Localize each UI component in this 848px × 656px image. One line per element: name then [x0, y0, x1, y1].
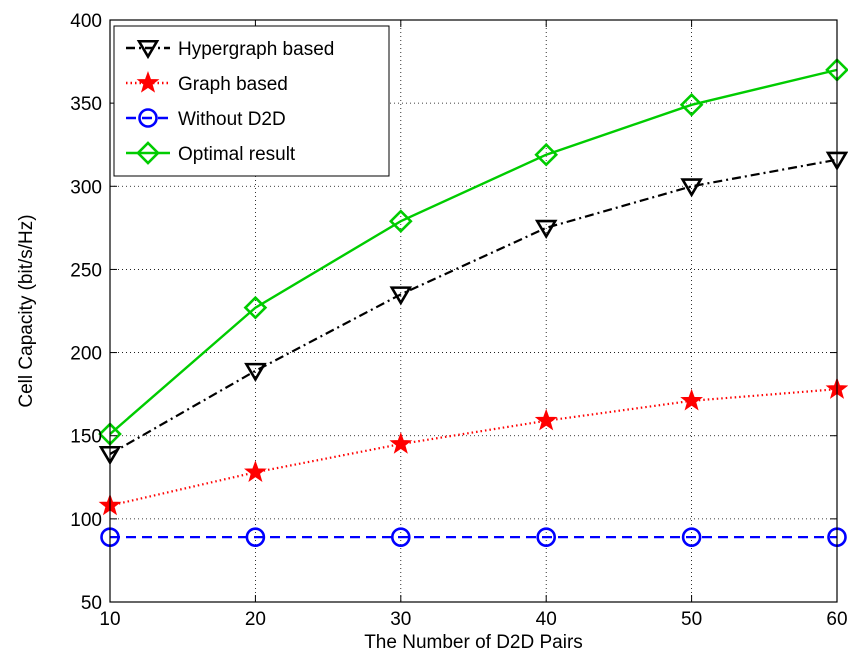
data-point [534, 408, 558, 431]
data-point [389, 286, 413, 306]
y-tick-label: 350 [70, 94, 102, 115]
plot-frame [109, 19, 838, 603]
data-point [680, 388, 703, 411]
legend-item: Hypergraph based [126, 39, 334, 60]
series-line [109, 388, 838, 507]
y-tick-label: 150 [70, 427, 102, 448]
x-tick-label: 30 [390, 609, 411, 630]
series-line [109, 68, 838, 435]
x-tick-label: 50 [681, 609, 702, 630]
legend-item: Optimal result [126, 141, 296, 165]
x-tick-label: 60 [826, 609, 847, 630]
y-tick-label: 250 [70, 260, 102, 281]
series-2 [100, 527, 847, 547]
data-point [390, 527, 411, 547]
data-point [243, 295, 268, 320]
y-tick-label: 400 [70, 11, 102, 32]
data-point [536, 527, 557, 547]
y-axis-label: Cell Capacity (bit/s/Hz) [16, 214, 37, 407]
legend-item: Without D2D [126, 108, 286, 130]
data-point [680, 178, 703, 198]
data-point [245, 527, 266, 547]
y-tick-label: 100 [70, 510, 102, 531]
x-axis-label: The Number of D2D Pairs [364, 632, 583, 653]
x-tick-label: 10 [99, 609, 120, 630]
series-line [109, 158, 838, 455]
y-tick-label: 300 [70, 177, 102, 198]
data-point [534, 142, 559, 167]
legend-marker [138, 108, 158, 128]
legend-label: Hypergraph based [178, 39, 334, 60]
data-point [534, 219, 558, 239]
data-point [244, 362, 267, 382]
legend-label: Optimal result [178, 144, 296, 165]
legend-label: Graph based [178, 74, 288, 95]
legend-item: Graph based [126, 71, 288, 95]
data-point [389, 432, 413, 454]
data-point [679, 92, 704, 117]
legend: Hypergraph based Graph based Without D2D Op… [113, 25, 390, 177]
data-point [244, 460, 267, 482]
legend-box [113, 25, 390, 177]
y-tick-label: 50 [81, 593, 102, 614]
series-0 [98, 151, 848, 466]
legend-marker [136, 39, 160, 60]
y-tick-label: 200 [70, 344, 102, 365]
legend-label: Without D2D [178, 109, 286, 130]
legend-marker [136, 71, 160, 93]
x-tick-label: 20 [245, 609, 266, 630]
data-point [388, 209, 413, 234]
data-point [681, 527, 702, 547]
series-1 [98, 377, 848, 516]
series-layer [98, 58, 848, 547]
x-tick-label: 40 [536, 609, 557, 630]
legend-marker [136, 141, 160, 165]
axis-ticks: 10 20 30 40 50 60 50 100 150 200 250 300 350 400 [70, 11, 847, 630]
